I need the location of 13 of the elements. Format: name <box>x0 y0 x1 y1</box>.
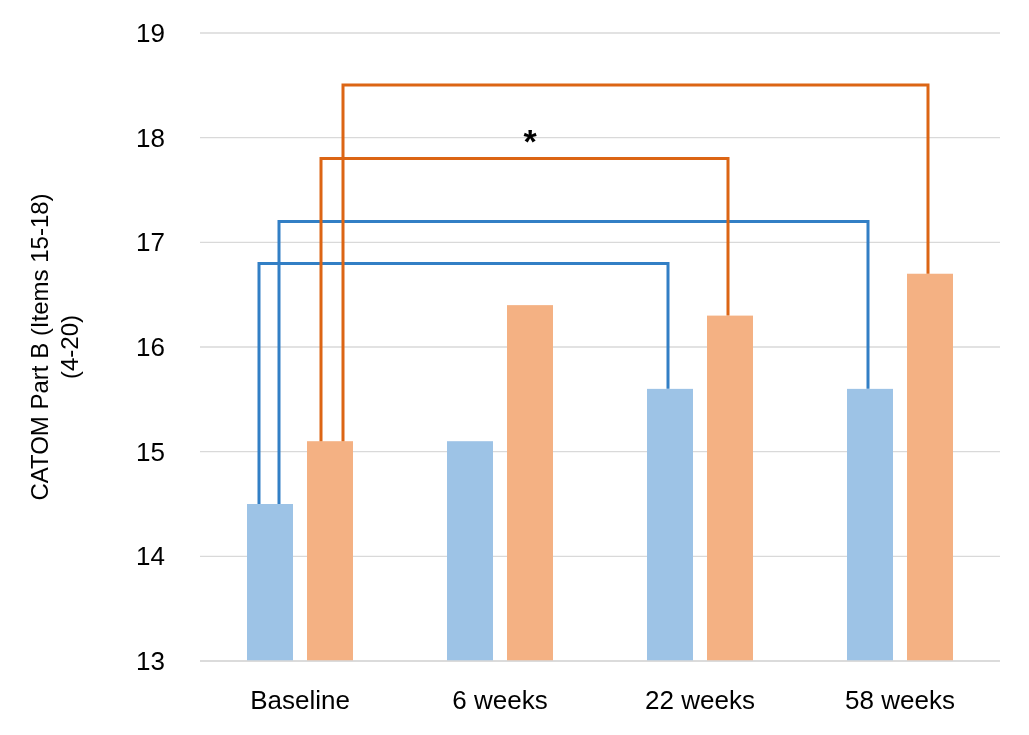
y-tick-label: 13 <box>136 646 165 677</box>
x-tick-label: Baseline <box>250 685 350 715</box>
y-tick-label: 16 <box>136 332 165 363</box>
x-tick-label: 22 weeks <box>645 685 755 715</box>
x-tick-label: 6 weeks <box>452 685 548 715</box>
y-tick-label: 17 <box>136 227 165 258</box>
x-tick-label: 58 weeks <box>845 685 955 715</box>
y-tick-label: 15 <box>136 436 165 467</box>
y-tick-label: 19 <box>136 18 165 49</box>
annotation: * <box>523 121 538 160</box>
y-axis-title: CATOM Part B (Items 15-18) (4-20) <box>26 193 83 501</box>
y-tick-label: 18 <box>136 122 165 153</box>
y-tick-label: 14 <box>136 541 165 572</box>
